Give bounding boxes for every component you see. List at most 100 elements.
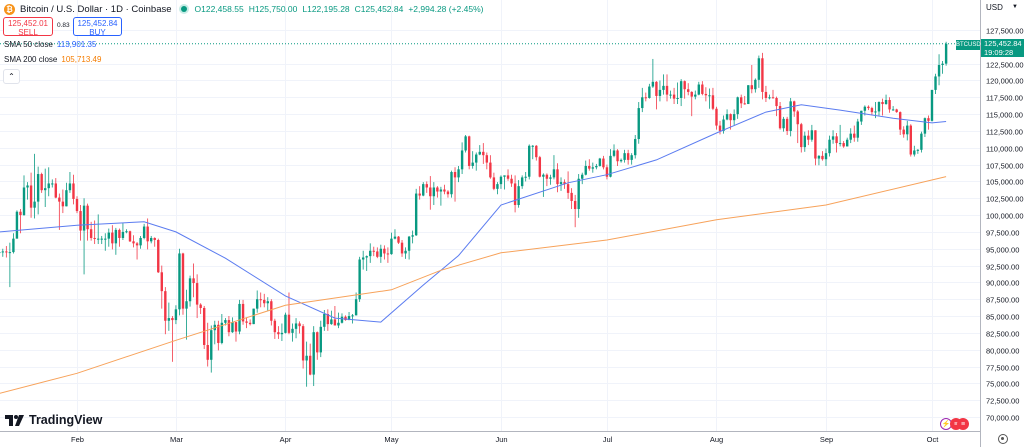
- candle-body: [566, 184, 570, 193]
- candle: [588, 159, 591, 171]
- currency-selector[interactable]: USD: [986, 3, 1003, 12]
- sell-button[interactable]: 125,452.01 SELL: [3, 17, 53, 37]
- candle-body: [358, 259, 361, 300]
- candle: [319, 320, 322, 358]
- sma200-value: 105,713.49: [61, 55, 102, 64]
- candle: [160, 265, 163, 309]
- candle-body: [740, 97, 743, 104]
- candle-body: [644, 97, 648, 99]
- price-axis[interactable]: 127,500.00 122,500.00 120,000.00 117,500.00…: [986, 27, 1024, 423]
- candle-body: [768, 97, 771, 99]
- candle-body: [369, 250, 372, 257]
- candle: [383, 245, 386, 260]
- tradingview-logo[interactable]: TradingView: [5, 413, 102, 427]
- candle-body: [217, 324, 220, 343]
- candle: [584, 160, 587, 176]
- collapse-legend-button[interactable]: ⌃: [3, 69, 20, 84]
- change-value: +2,994.28 (+2.45%): [408, 4, 484, 14]
- price-tick-label: 127,500.00: [986, 27, 1024, 36]
- candle-body: [602, 158, 605, 168]
- candle-body: [923, 118, 927, 134]
- candle-body: [715, 108, 718, 126]
- candle-body: [577, 178, 580, 210]
- settings-gear-icon[interactable]: [998, 434, 1008, 444]
- candle-body: [528, 145, 531, 177]
- legend-sma50[interactable]: SMA 50 close 113,901.35: [4, 40, 96, 49]
- candle-body: [531, 145, 534, 147]
- candle: [125, 229, 128, 234]
- candle: [679, 79, 683, 107]
- candle-body: [775, 97, 778, 107]
- candle-body: [612, 150, 616, 156]
- candle: [637, 102, 640, 144]
- candle-body: [270, 301, 273, 321]
- candle-body: [937, 64, 941, 77]
- candle-body: [379, 248, 383, 257]
- candle-body: [750, 85, 754, 90]
- time-axis[interactable]: Feb Mar Apr May Jun Jul Aug Sep Oct: [71, 435, 939, 444]
- candle-body: [524, 176, 527, 178]
- candle-body: [662, 85, 665, 90]
- candle-body: [552, 169, 556, 178]
- buy-button[interactable]: 125,452.84 BUY: [73, 17, 122, 37]
- candle: [192, 263, 195, 298]
- candle: [245, 317, 248, 329]
- candle: [36, 166, 40, 215]
- candle: [906, 120, 909, 141]
- candle-body: [778, 106, 782, 129]
- candle-body: [747, 85, 750, 105]
- candle-body: [718, 125, 722, 131]
- candle: [139, 235, 142, 249]
- candle-body: [570, 192, 573, 201]
- candle: [8, 242, 12, 288]
- candle-body: [160, 272, 163, 292]
- candle-body: [383, 248, 386, 254]
- candle-body: [517, 186, 520, 205]
- candle-body: [764, 91, 768, 98]
- candle: [913, 145, 916, 157]
- candle: [351, 314, 354, 324]
- candle-body: [284, 314, 287, 333]
- candle: [722, 115, 725, 134]
- candle: [902, 126, 905, 138]
- candle-body: [241, 303, 245, 322]
- last-price-label: 125,452.84 19:09:28: [981, 39, 1024, 57]
- candle: [930, 89, 934, 122]
- chevron-up-icon: ⌃: [8, 72, 15, 81]
- candle: [828, 135, 831, 157]
- candle: [439, 186, 443, 206]
- candle: [683, 80, 686, 99]
- symbol-header: ₿ Bitcoin / U.S. Dollar · 1D · Coinbase …: [4, 2, 483, 16]
- candle-body: [47, 183, 50, 189]
- candle-body: [828, 139, 831, 154]
- candle: [676, 82, 679, 105]
- us-flag-event-icon-2[interactable]: ≡: [957, 418, 969, 430]
- candle-body: [248, 322, 252, 325]
- symbol-title[interactable]: Bitcoin / U.S. Dollar · 1D · Coinbase: [20, 3, 172, 15]
- candle: [330, 310, 333, 325]
- candle: [641, 87, 644, 113]
- candle: [715, 106, 718, 130]
- candle-body: [432, 187, 436, 197]
- legend-sma200[interactable]: SMA 200 close 105,713.49: [4, 55, 101, 64]
- low-value: L122,195.28: [302, 4, 350, 14]
- candle: [909, 124, 912, 157]
- candle-body: [870, 108, 874, 113]
- candle-body: [443, 189, 446, 192]
- candle: [199, 303, 202, 315]
- candle: [506, 169, 510, 181]
- candle-body: [651, 81, 655, 87]
- candle: [920, 131, 923, 153]
- candle-body: [845, 139, 849, 147]
- candle-body: [930, 89, 934, 121]
- candle-body: [941, 63, 944, 65]
- price-tick-label: 115,000.00: [986, 111, 1023, 120]
- candle-body: [323, 314, 326, 327]
- candle: [390, 232, 393, 255]
- candle-body: [301, 326, 305, 361]
- price-tick-label: 72,500.00: [986, 397, 1019, 406]
- candle-body: [683, 81, 686, 90]
- candle: [443, 184, 446, 195]
- candle: [270, 299, 273, 326]
